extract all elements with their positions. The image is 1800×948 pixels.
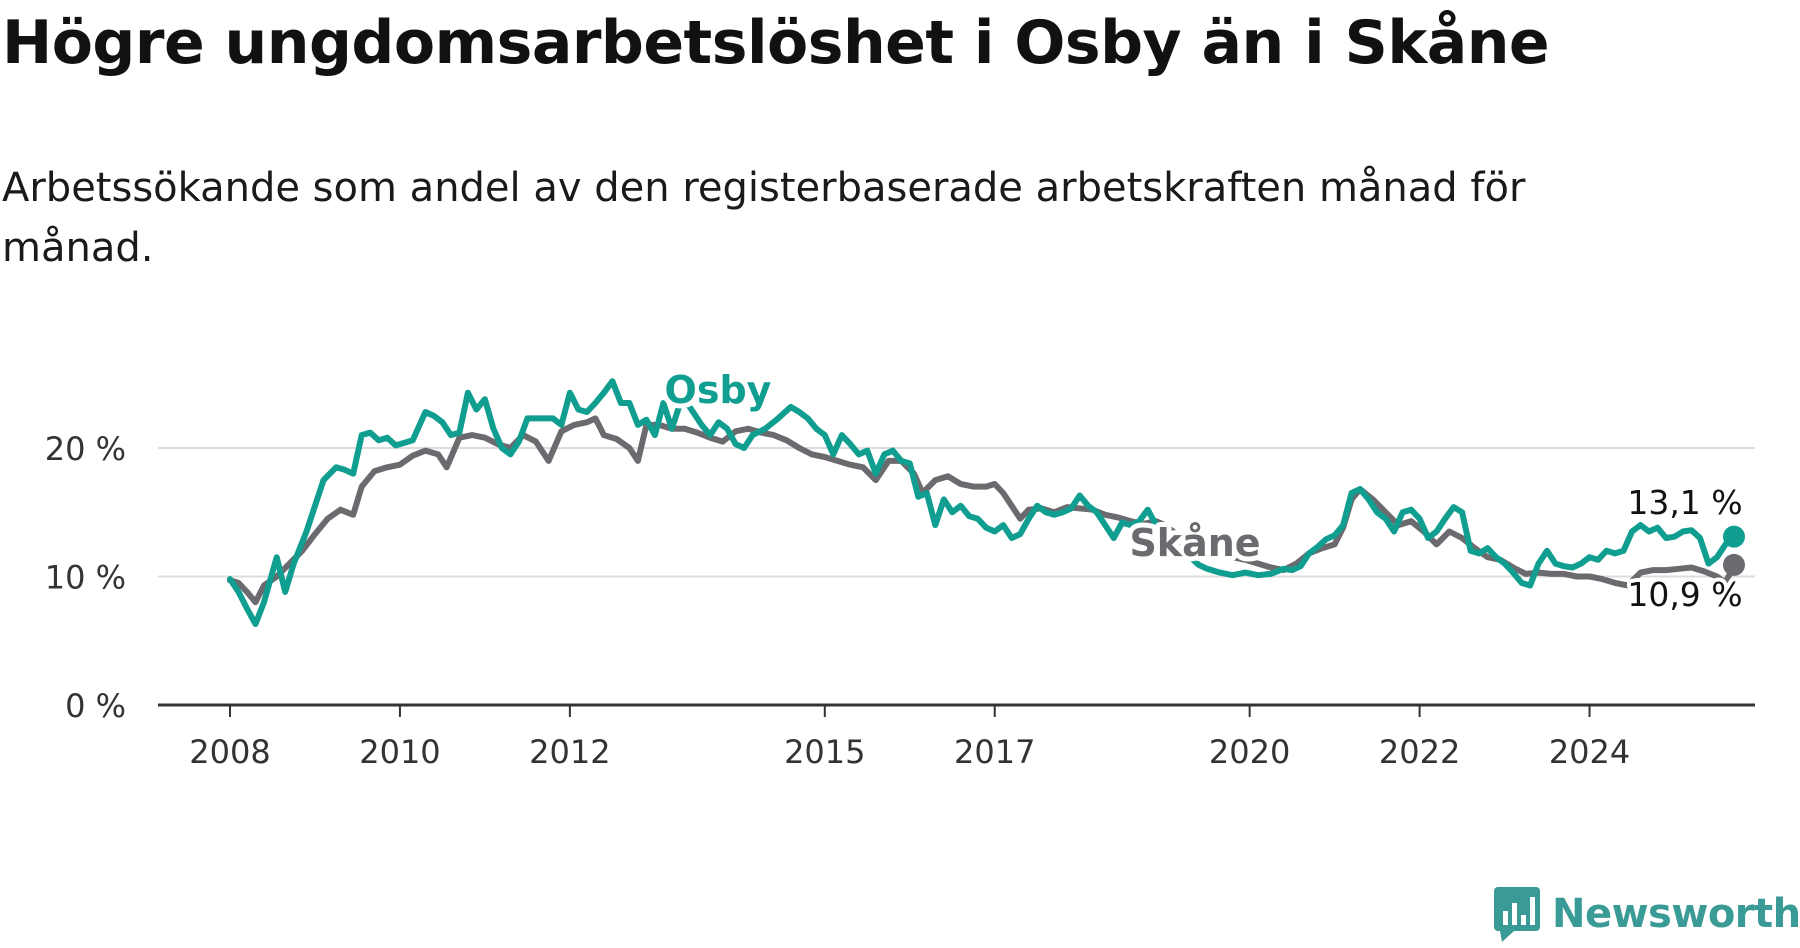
series-name-label: Skåne (1129, 521, 1260, 565)
end-point-osby (1722, 525, 1745, 548)
x-tick-label: 2010 (359, 733, 440, 771)
x-axis-ticks: 2008 2010 2012 2015 2017 2020 2022 2024 (189, 705, 1630, 771)
x-tick-label: 2008 (189, 733, 270, 771)
chart-title: Högre ungdomsarbetslöshet i Osby än i Sk… (2, 8, 1550, 78)
x-tick-label: 2012 (529, 733, 610, 771)
series-line-skåne (227, 415, 1737, 606)
end-value-label: 10,9 % (1627, 575, 1742, 614)
y-tick-label: 20 % (45, 430, 126, 468)
y-tick-label: 0 % (65, 687, 126, 725)
y-axis-tick-labels: 0 % 10 % 20 % (45, 430, 126, 725)
newsworthy-logo-text: Newsworthy (1552, 891, 1800, 937)
series-line-osby (227, 378, 1737, 627)
chart-subtitle: Arbetssökande som andel av den registerb… (2, 165, 1526, 271)
series-name-label: Osby (665, 368, 772, 412)
series-lines (227, 378, 1745, 627)
end-point-skåne (1722, 553, 1745, 576)
x-tick-label: 2024 (1549, 733, 1630, 771)
newsworthy-logo: Newsworthy (1492, 885, 1800, 943)
y-tick-label: 10 % (45, 559, 126, 597)
x-tick-label: 2017 (954, 733, 1035, 771)
x-tick-label: 2022 (1379, 733, 1460, 771)
newsworthy-logo-icon (1494, 887, 1540, 942)
end-value-label: 13,1 % (1627, 483, 1742, 522)
x-tick-label: 2020 (1209, 733, 1290, 771)
series-labels: Osby Skåne 13,1 % 10,9 % (660, 363, 1747, 618)
x-tick-label: 2015 (784, 733, 865, 771)
